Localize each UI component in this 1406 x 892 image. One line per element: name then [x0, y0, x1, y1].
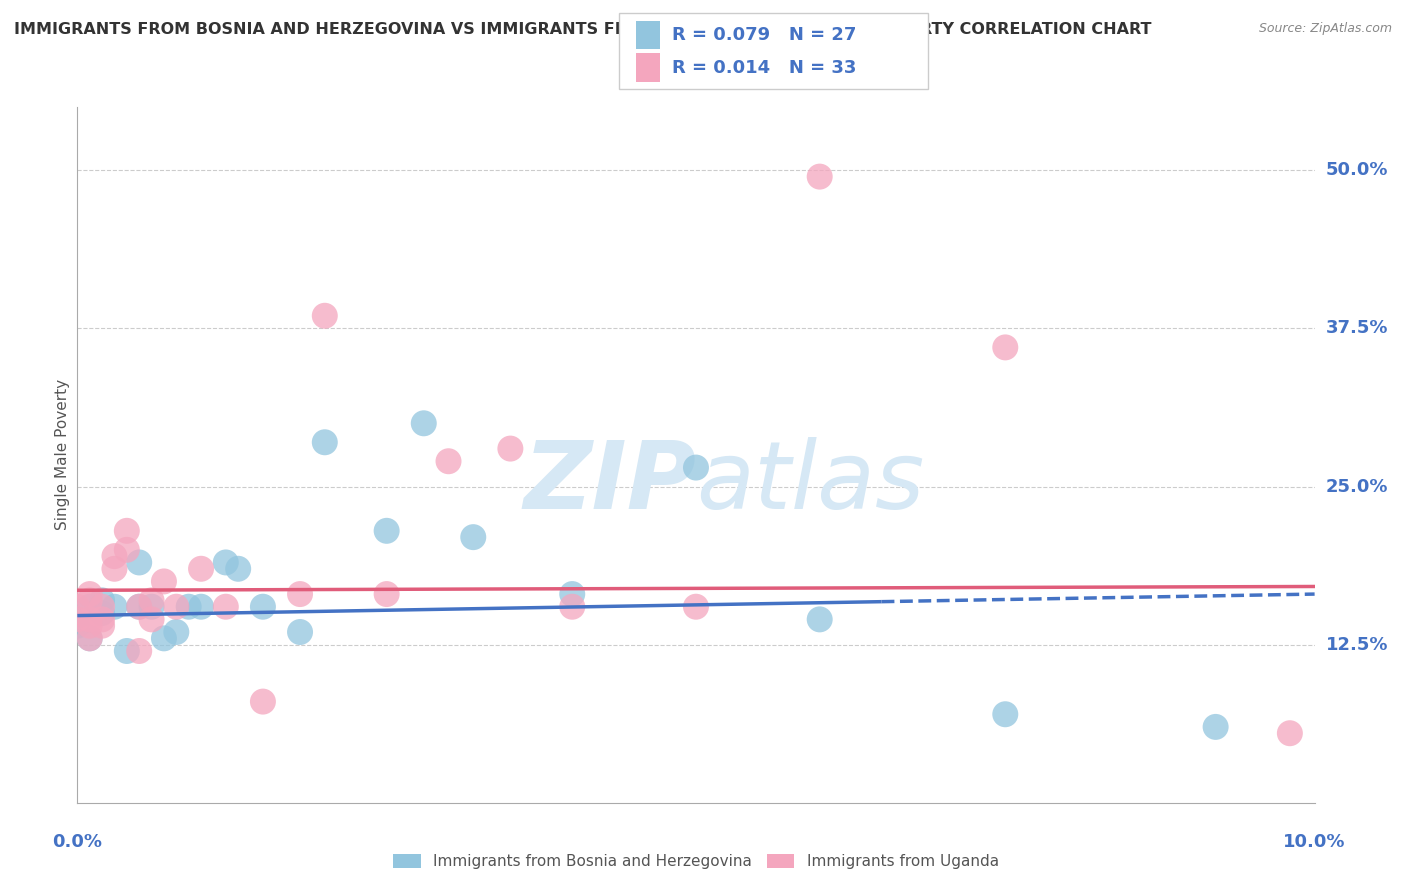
Point [375, 524, 398, 538]
Point [91, 599, 114, 614]
Point [288, 625, 311, 640]
Point [103, 599, 125, 614]
Point [91, 593, 114, 607]
Text: 37.5%: 37.5% [1326, 319, 1388, 337]
Point [375, 587, 398, 601]
Point [103, 562, 125, 576]
Text: Source: ZipAtlas.com: Source: ZipAtlas.com [1258, 22, 1392, 36]
Point [153, 574, 176, 589]
Point [499, 442, 522, 456]
Point [91, 612, 114, 626]
Legend: Immigrants from Bosnia and Herzegovina, Immigrants from Uganda: Immigrants from Bosnia and Herzegovina, … [387, 848, 1005, 875]
Point [685, 460, 707, 475]
Point [190, 562, 212, 576]
Point [79, 632, 101, 646]
Point [91, 606, 114, 620]
Point [808, 169, 831, 184]
Point [115, 542, 138, 557]
Point [115, 644, 138, 658]
Point [215, 599, 238, 614]
Point [994, 340, 1017, 354]
Point [437, 454, 460, 468]
Point [79, 612, 101, 626]
Text: 12.5%: 12.5% [1326, 636, 1388, 654]
Point [66, 618, 89, 632]
Text: R = 0.079   N = 27: R = 0.079 N = 27 [672, 26, 856, 44]
Point [165, 599, 187, 614]
Point [252, 695, 274, 709]
Point [141, 599, 163, 614]
Point [128, 599, 150, 614]
Point [685, 599, 707, 614]
Point [226, 562, 249, 576]
Point [128, 556, 150, 570]
Text: 50.0%: 50.0% [1326, 161, 1388, 179]
Point [128, 599, 150, 614]
Point [91, 618, 114, 632]
Point [252, 599, 274, 614]
Point [79, 593, 101, 607]
Point [994, 707, 1017, 722]
Point [165, 625, 187, 640]
Point [1205, 720, 1227, 734]
Point [1278, 726, 1301, 740]
Point [190, 599, 212, 614]
Point [314, 309, 336, 323]
Text: 10.0%: 10.0% [1284, 833, 1346, 851]
Point [79, 587, 101, 601]
Y-axis label: Single Male Poverty: Single Male Poverty [55, 379, 70, 531]
Point [153, 632, 176, 646]
Point [66, 599, 89, 614]
Point [215, 556, 238, 570]
Text: ZIP: ZIP [523, 437, 696, 529]
Text: IMMIGRANTS FROM BOSNIA AND HERZEGOVINA VS IMMIGRANTS FROM UGANDA SINGLE MALE POV: IMMIGRANTS FROM BOSNIA AND HERZEGOVINA V… [14, 22, 1152, 37]
Text: R = 0.014   N = 33: R = 0.014 N = 33 [672, 59, 856, 77]
Point [66, 612, 89, 626]
Point [103, 549, 125, 563]
Point [141, 612, 163, 626]
Point [314, 435, 336, 450]
Point [141, 593, 163, 607]
Text: 25.0%: 25.0% [1326, 477, 1388, 496]
Point [79, 599, 101, 614]
Point [561, 599, 583, 614]
Point [808, 612, 831, 626]
Text: 0.0%: 0.0% [52, 833, 103, 851]
Point [177, 599, 200, 614]
Point [288, 587, 311, 601]
Point [128, 644, 150, 658]
Point [561, 587, 583, 601]
Point [115, 524, 138, 538]
Point [463, 530, 485, 544]
Text: atlas: atlas [696, 437, 924, 528]
Point [79, 632, 101, 646]
Point [412, 417, 434, 431]
Point [79, 618, 101, 632]
